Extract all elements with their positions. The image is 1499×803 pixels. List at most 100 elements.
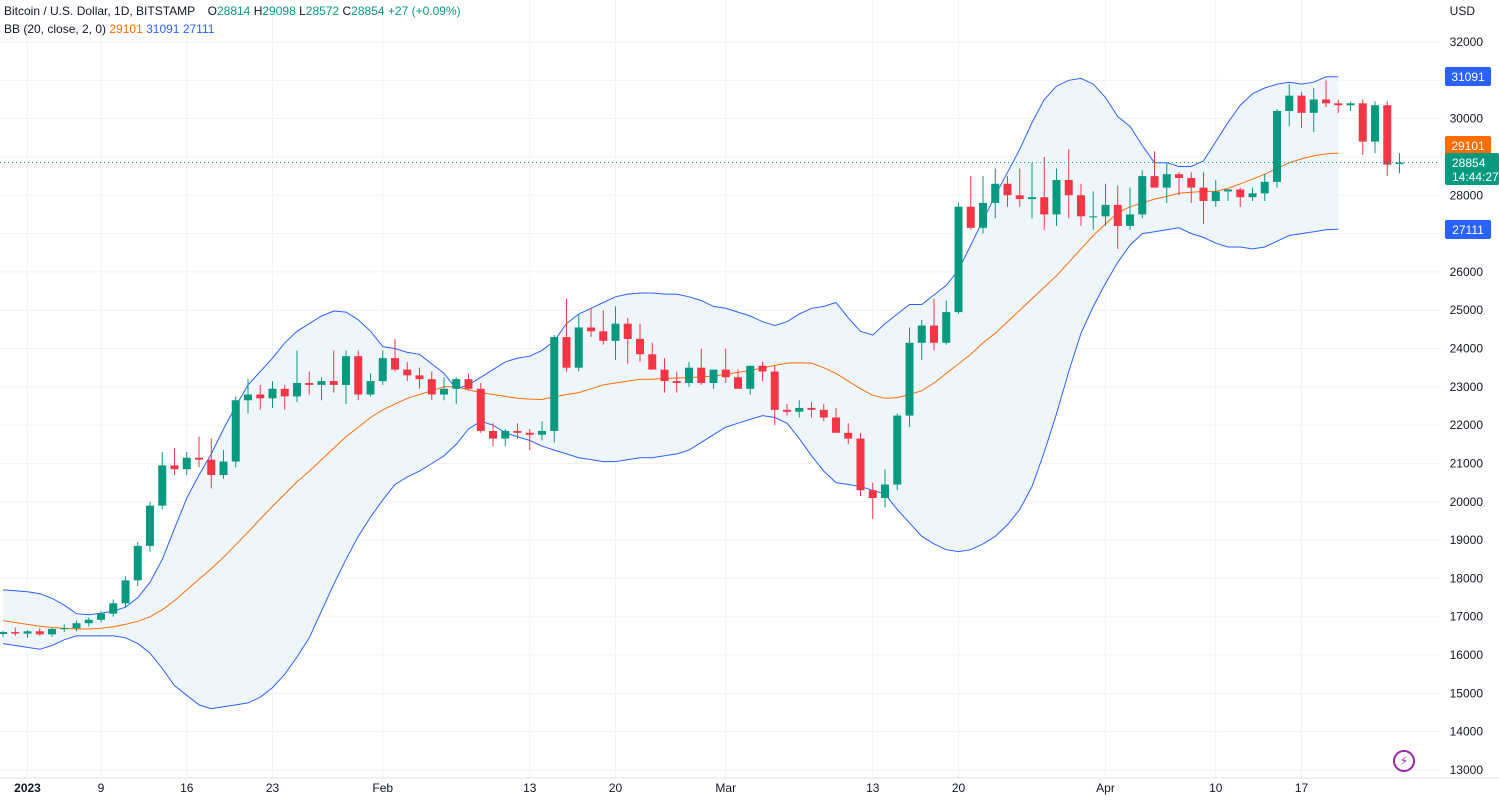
candle bbox=[1309, 87, 1318, 133]
indicator-name[interactable]: BB (20, close, 2, 0) bbox=[4, 22, 107, 36]
candle bbox=[1138, 170, 1147, 219]
candle-body bbox=[219, 461, 228, 475]
candle-body bbox=[48, 628, 56, 635]
candle bbox=[158, 451, 167, 510]
candle bbox=[133, 542, 142, 587]
y-tick-label: 26000 bbox=[1450, 265, 1484, 279]
close-label: C bbox=[342, 4, 352, 18]
candle bbox=[1248, 187, 1257, 202]
symbol-legend[interactable]: Bitcoin / U.S. Dollar, 1D, BITSTAMP O288… bbox=[4, 4, 461, 18]
candle bbox=[868, 482, 877, 520]
x-tick-label: 17 bbox=[1295, 781, 1309, 795]
x-tick-label: 13 bbox=[866, 781, 880, 795]
y-tick-label: 20000 bbox=[1450, 495, 1484, 509]
candle-body bbox=[1113, 204, 1122, 226]
candle bbox=[1101, 183, 1110, 226]
candle bbox=[329, 350, 338, 393]
candle-body bbox=[1395, 162, 1404, 165]
bb-upper-value: 31091 bbox=[146, 22, 180, 36]
candle bbox=[685, 361, 693, 387]
candle bbox=[1224, 189, 1232, 202]
indicator-legend[interactable]: BB (20, close, 2, 0) 29101 31091 27111 bbox=[4, 22, 214, 36]
low-label: L bbox=[299, 4, 306, 18]
candle-body bbox=[562, 337, 571, 368]
candle bbox=[1236, 187, 1245, 207]
x-axis[interactable]: 2023 9 16 23 Feb 13 20 Mar 13 20 Apr 10 17 bbox=[0, 777, 1499, 795]
candle-body bbox=[795, 407, 804, 412]
candle bbox=[1028, 162, 1036, 219]
candle bbox=[1187, 172, 1196, 203]
candle-body bbox=[501, 430, 510, 439]
candle bbox=[832, 407, 840, 433]
candle bbox=[930, 298, 938, 351]
candle-body bbox=[391, 358, 399, 370]
candle bbox=[182, 451, 191, 475]
candle bbox=[305, 371, 314, 395]
candle-body bbox=[1187, 178, 1196, 188]
symbol-title[interactable]: Bitcoin / U.S. Dollar, 1D, BITSTAMP bbox=[4, 4, 195, 18]
candle bbox=[231, 396, 240, 468]
basis-badge: 29101 bbox=[1451, 139, 1485, 153]
candle-body bbox=[317, 381, 326, 385]
candle-body bbox=[1346, 103, 1355, 106]
basis-badge-bg bbox=[1445, 136, 1491, 155]
candle-body bbox=[721, 369, 730, 378]
candle-body bbox=[660, 369, 669, 382]
candle bbox=[146, 501, 154, 552]
candle-body bbox=[819, 409, 828, 418]
lower-badge: 27111 bbox=[1452, 223, 1484, 237]
candle bbox=[991, 168, 1000, 219]
candle-body bbox=[611, 323, 620, 341]
candle bbox=[709, 369, 718, 389]
candle-body bbox=[1199, 187, 1208, 202]
candle bbox=[795, 400, 804, 418]
candle-body bbox=[905, 342, 914, 416]
candle bbox=[954, 202, 963, 315]
candle-body bbox=[881, 484, 889, 498]
candle bbox=[1285, 84, 1294, 127]
candle-body bbox=[1089, 216, 1098, 218]
candle bbox=[1015, 168, 1024, 207]
candle-body bbox=[868, 490, 877, 498]
candle-body bbox=[1138, 176, 1147, 215]
bollinger-band-fill bbox=[3, 76, 1339, 709]
candle-body bbox=[1064, 179, 1073, 196]
candle bbox=[403, 361, 412, 382]
currency-label[interactable]: USD bbox=[1449, 4, 1475, 18]
candle bbox=[819, 404, 828, 422]
candle-body bbox=[1077, 195, 1085, 217]
candle bbox=[599, 310, 608, 345]
y-tick-label: 22000 bbox=[1450, 418, 1484, 432]
y-tick-label: 28000 bbox=[1450, 188, 1484, 202]
bb-basis-value: 29101 bbox=[109, 22, 143, 36]
candle-body bbox=[856, 438, 865, 491]
candle bbox=[207, 438, 216, 489]
candle bbox=[342, 350, 350, 405]
candle bbox=[1150, 151, 1159, 188]
countdown-badge: 14:44:27 bbox=[1452, 170, 1499, 184]
candle bbox=[427, 371, 436, 401]
candle bbox=[354, 350, 363, 401]
bolt-icon[interactable]: ⚡ bbox=[1393, 750, 1415, 772]
y-tick-label: 14000 bbox=[1450, 725, 1484, 739]
candle bbox=[623, 317, 632, 364]
x-tick-label: 23 bbox=[266, 781, 280, 795]
candle bbox=[574, 314, 583, 372]
candle bbox=[1322, 80, 1330, 108]
x-tick-label: Feb bbox=[372, 781, 393, 795]
candle-body bbox=[1383, 105, 1392, 165]
candle-body bbox=[1003, 183, 1012, 196]
candle-body bbox=[587, 327, 595, 332]
candles bbox=[0, 80, 1404, 638]
candle-body bbox=[979, 202, 987, 228]
candle bbox=[1126, 187, 1134, 230]
candle bbox=[783, 404, 791, 416]
candle bbox=[97, 610, 105, 623]
candle bbox=[538, 421, 546, 441]
y-tick-label: 17000 bbox=[1450, 610, 1484, 624]
candle-body bbox=[623, 323, 632, 339]
candle bbox=[415, 367, 424, 389]
candle bbox=[121, 576, 130, 608]
candle bbox=[1346, 101, 1355, 111]
